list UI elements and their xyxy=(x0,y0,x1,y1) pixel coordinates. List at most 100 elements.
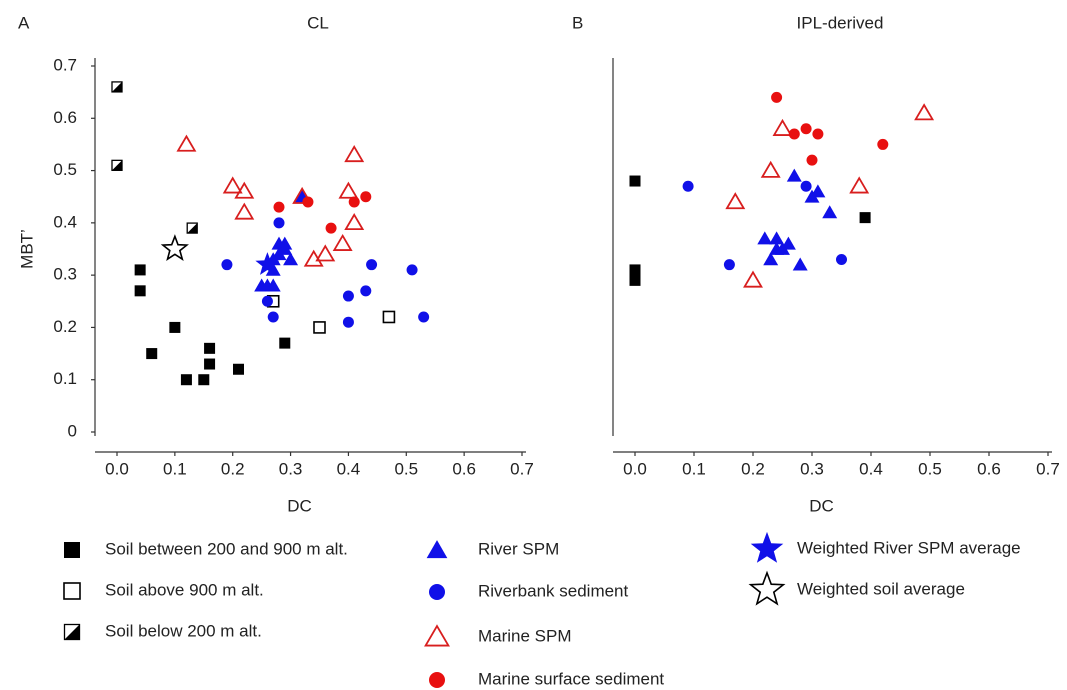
data-point xyxy=(176,134,197,152)
marker-shape xyxy=(429,672,445,688)
legend-label: Marine SPM xyxy=(478,626,572,645)
data-point xyxy=(332,233,353,251)
y-tick-label: 0.7 xyxy=(53,55,77,74)
legend-marker xyxy=(63,582,81,600)
marker-shape xyxy=(800,180,812,192)
data-point xyxy=(204,358,216,370)
data-point xyxy=(800,123,812,135)
data-point xyxy=(234,202,255,220)
marker-shape xyxy=(292,186,313,204)
y-tick-label: 0.2 xyxy=(53,317,77,336)
marker-shape xyxy=(800,123,812,135)
marker-shape xyxy=(332,233,353,251)
data-point xyxy=(772,118,793,136)
data-point xyxy=(859,212,871,224)
data-point xyxy=(418,311,430,323)
data-point xyxy=(366,259,378,271)
data-point xyxy=(134,285,146,297)
marker-shape xyxy=(64,624,80,640)
x-tick-label: 0.5 xyxy=(918,459,942,478)
marker-shape xyxy=(629,274,641,286)
legend-label: Soil below 200 m alt. xyxy=(105,621,262,640)
marker-shape xyxy=(169,321,181,333)
marker-shape xyxy=(763,252,779,266)
marker-shape xyxy=(810,184,826,198)
data-point xyxy=(279,337,291,349)
data-point xyxy=(812,128,824,140)
marker-shape xyxy=(198,374,210,386)
data-point xyxy=(111,159,123,171)
data-point xyxy=(771,91,783,103)
legend-label: Marine surface sediment xyxy=(478,669,664,688)
data-point xyxy=(233,363,244,375)
legend-marker xyxy=(750,531,784,563)
marker-shape xyxy=(769,231,785,245)
marker-shape xyxy=(429,584,445,600)
data-point xyxy=(111,81,123,93)
marker-shape xyxy=(806,154,818,166)
marker-shape xyxy=(233,363,244,375)
marker-shape xyxy=(277,241,293,255)
x-tick-label: 0.7 xyxy=(510,459,534,478)
x-tick-label: 0.2 xyxy=(221,459,245,478)
marker-shape xyxy=(112,81,122,92)
data-point xyxy=(775,241,790,255)
data-point xyxy=(836,253,847,265)
data-point xyxy=(743,270,763,288)
legend-label: Weighted River SPM average xyxy=(797,538,1021,557)
marker-shape xyxy=(725,192,746,210)
panel-label: A xyxy=(18,13,30,32)
x-tick-label: 0.7 xyxy=(1036,459,1060,478)
x-tick-label: 0.1 xyxy=(682,459,706,478)
data-point xyxy=(382,310,396,324)
marker-shape xyxy=(877,138,889,150)
x-tick-label: 0.3 xyxy=(279,459,303,478)
y-tick-label: 0 xyxy=(68,421,77,440)
data-point xyxy=(273,217,285,229)
legend-label: Riverbank sediment xyxy=(478,581,629,600)
marker-shape xyxy=(283,252,299,266)
x-tick-label: 0.6 xyxy=(977,459,1001,478)
data-point xyxy=(265,278,281,292)
data-point xyxy=(325,222,337,234)
legend-label: Weighted soil average xyxy=(797,579,965,598)
data-point xyxy=(198,374,210,386)
data-point xyxy=(273,201,285,213)
data-point xyxy=(360,191,372,203)
data-point xyxy=(763,252,779,266)
marker-shape xyxy=(273,201,285,213)
marker-shape xyxy=(112,160,122,171)
x-tick-label: 0.4 xyxy=(859,459,883,478)
marker-shape xyxy=(743,270,763,288)
marker-shape xyxy=(180,374,192,386)
marker-shape xyxy=(682,180,694,192)
marker-shape xyxy=(204,358,216,370)
marker-shape xyxy=(914,103,935,121)
marker-shape xyxy=(315,244,336,262)
legend-marker xyxy=(426,540,448,559)
marker-shape xyxy=(836,253,847,265)
data-point xyxy=(629,274,641,286)
data-point xyxy=(360,285,372,297)
marker-shape xyxy=(134,264,146,276)
marker-shape xyxy=(822,205,838,219)
data-point xyxy=(723,259,735,271)
marker-shape xyxy=(760,160,781,178)
y-tick-label: 0.1 xyxy=(53,369,77,388)
marker-shape xyxy=(360,191,372,203)
legend-label: Soil between 200 and 900 m alt. xyxy=(105,539,348,558)
data-point xyxy=(221,259,233,271)
marker-shape xyxy=(757,231,773,245)
marker-shape xyxy=(424,624,450,647)
marker-shape xyxy=(792,257,808,271)
data-point xyxy=(255,252,280,275)
y-tick-label: 0.5 xyxy=(53,160,77,179)
data-point xyxy=(160,234,189,262)
data-point xyxy=(134,264,146,276)
data-point xyxy=(344,145,365,163)
marker-shape xyxy=(342,316,354,328)
data-point xyxy=(303,249,324,267)
data-point xyxy=(877,138,889,150)
data-point xyxy=(222,176,243,194)
